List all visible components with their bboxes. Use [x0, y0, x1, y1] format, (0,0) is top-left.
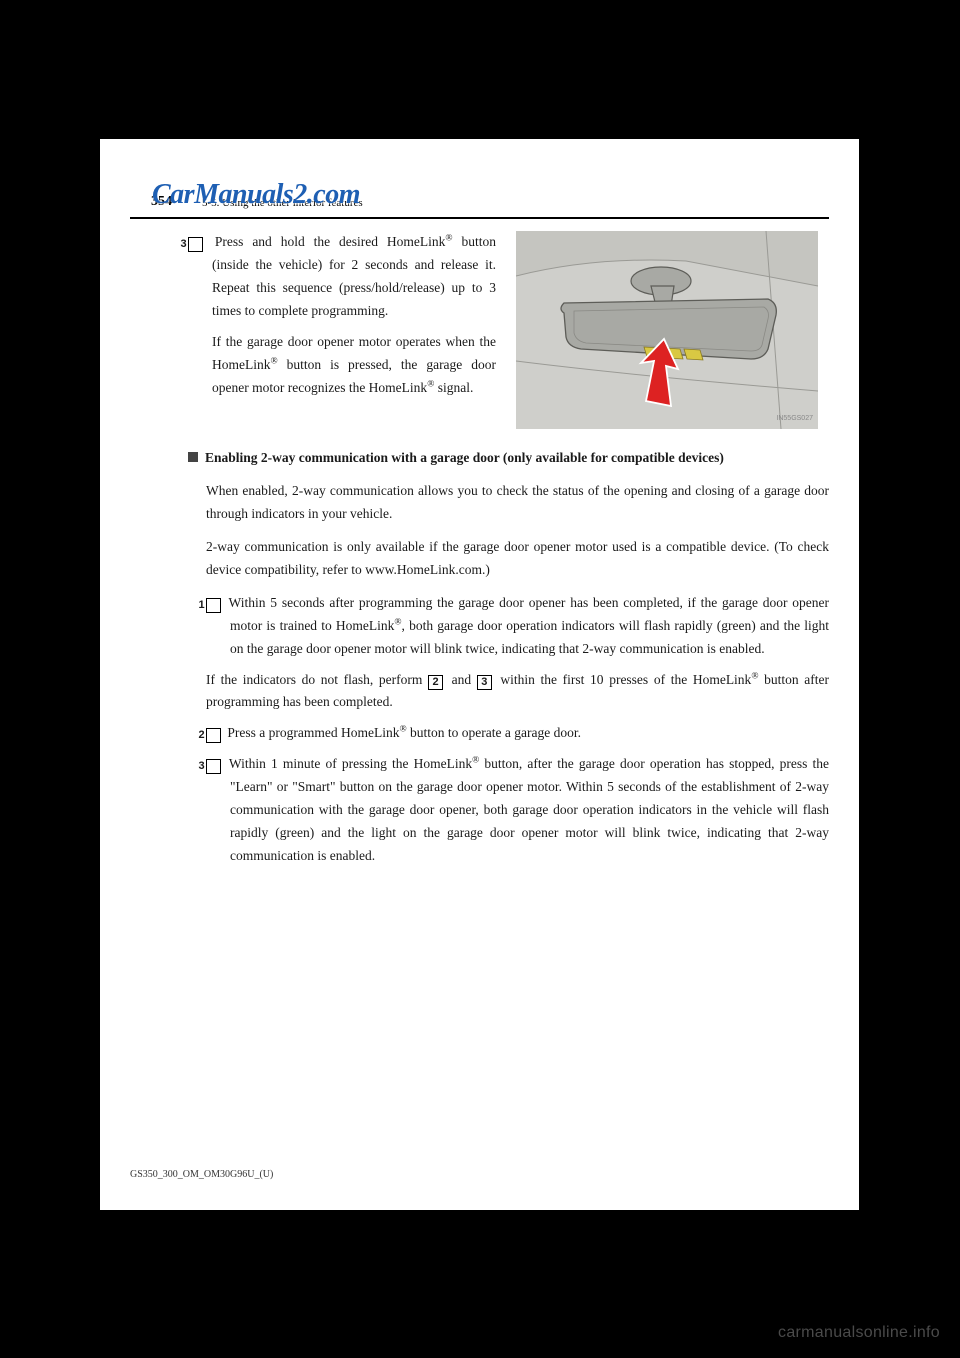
- body-para-1: When enabled, 2-way communication allows…: [188, 480, 829, 526]
- document-code: GS350_300_OM_OM30G96U_(U): [130, 1169, 273, 1180]
- body-para-2: 2-way communication is only available if…: [188, 536, 829, 582]
- step3-block: 3 Press and hold the desired HomeLink® b…: [188, 231, 829, 429]
- illustration-code: IN55GS027: [776, 413, 813, 425]
- step3-p1a: Press and hold the desired HomeLink: [215, 234, 446, 249]
- s3-a: Within 1 minute of pressing the HomeLink: [229, 756, 472, 771]
- header-rule: [130, 217, 829, 219]
- watermark-text: CarManuals2.com: [152, 179, 360, 211]
- substep-3: 3 Within 1 minute of pressing the HomeLi…: [188, 753, 829, 868]
- inline-step-3: 3: [477, 675, 492, 690]
- bullet-icon: [188, 452, 198, 462]
- step-number-3b: 3: [206, 759, 221, 774]
- reg-mark: ®: [271, 356, 278, 366]
- step3-text: 3 Press and hold the desired HomeLink® b…: [188, 231, 496, 429]
- reg-mark: ®: [399, 725, 406, 735]
- manual-page: CarManuals2.com 354 5-5. Using the other…: [100, 139, 859, 1210]
- illustration-svg: [516, 231, 818, 429]
- inline-step-2: 2: [428, 675, 443, 690]
- subheading-text: Enabling 2-way communication with a gara…: [205, 450, 724, 465]
- step-number-3: 3: [188, 237, 203, 252]
- s3-b: button, after the garage door operation …: [230, 756, 829, 863]
- step-number-1: 1: [206, 598, 221, 613]
- mirror-illustration: IN55GS027: [516, 231, 818, 429]
- step3-p2c: signal.: [434, 380, 473, 395]
- site-watermark: carmanualsonline.info: [778, 1324, 940, 1342]
- flow-note: If the indicators do not flash, perform …: [188, 669, 829, 715]
- reg-mark: ®: [445, 234, 452, 244]
- flow-a: If the indicators do not flash, perform: [206, 672, 428, 687]
- s2-a: Press a programmed HomeLink: [227, 725, 399, 740]
- reg-mark: ®: [394, 617, 401, 627]
- subheading-2way: Enabling 2-way communication with a gara…: [188, 447, 829, 470]
- substep-2: 2 Press a programmed HomeLink® button to…: [188, 722, 829, 745]
- page-content: 3 Press and hold the desired HomeLink® b…: [188, 231, 829, 876]
- substep-1: 1 Within 5 seconds after programming the…: [188, 592, 829, 661]
- flow-b: and: [446, 672, 477, 687]
- step-number-2: 2: [206, 728, 221, 743]
- s2-b: button to operate a garage door.: [407, 725, 581, 740]
- flow-c: within the first 10 presses of the HomeL…: [495, 672, 752, 687]
